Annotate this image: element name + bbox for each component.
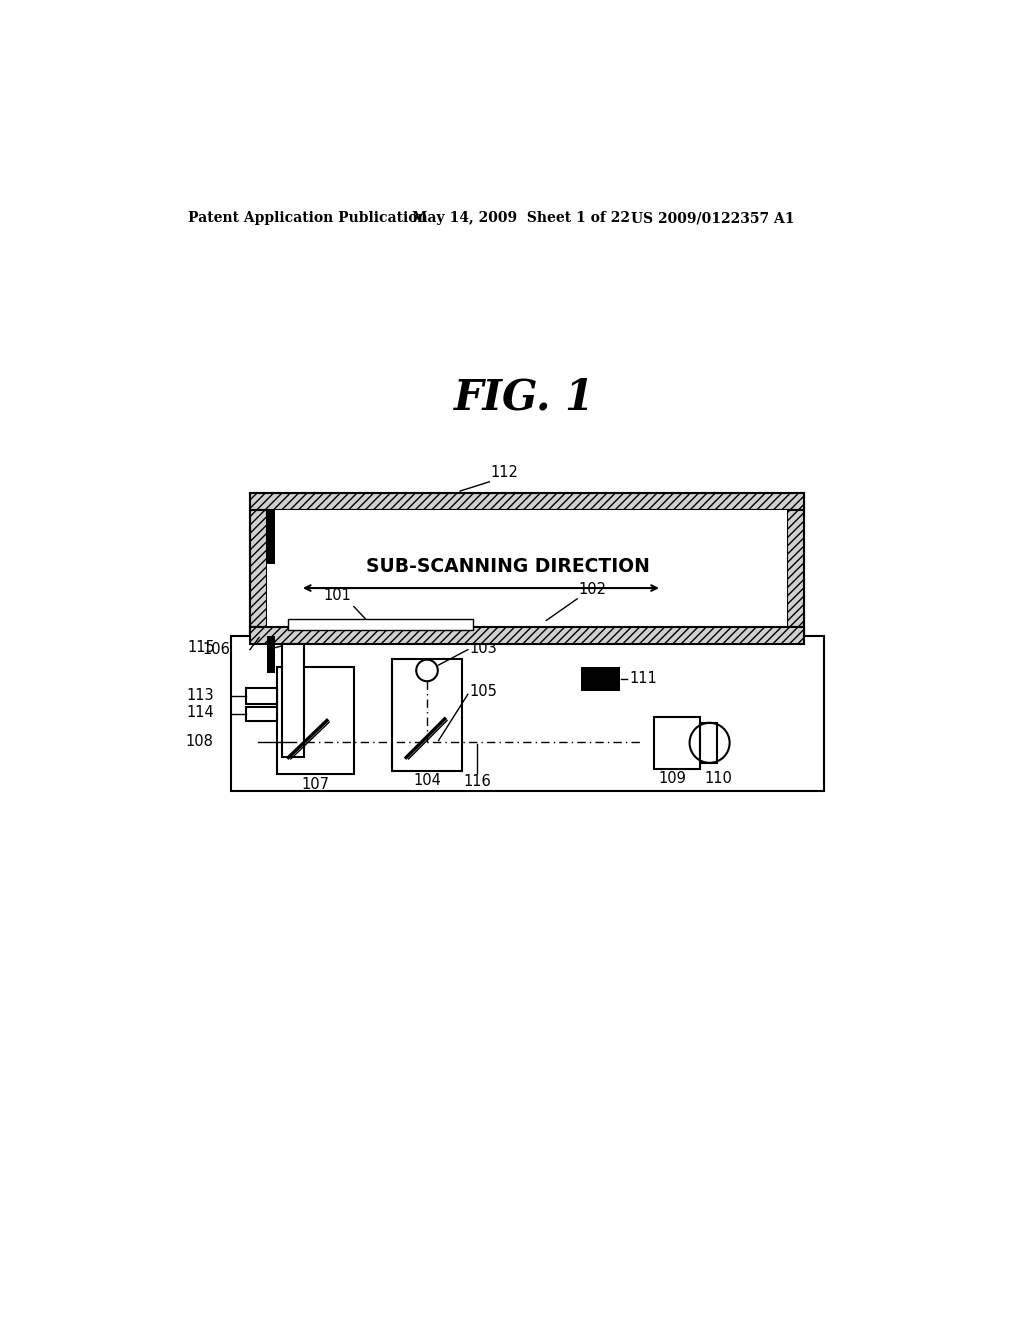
- Text: Patent Application Publication: Patent Application Publication: [188, 211, 428, 226]
- Bar: [700, 723, 717, 763]
- Text: 111: 111: [630, 671, 657, 685]
- Bar: [276, 667, 354, 775]
- Text: 107: 107: [301, 776, 330, 792]
- Text: 115: 115: [187, 640, 215, 655]
- Bar: [246, 688, 276, 704]
- Text: 112: 112: [490, 465, 519, 480]
- Text: US 2009/0122357 A1: US 2009/0122357 A1: [631, 211, 795, 226]
- Bar: [246, 706, 276, 721]
- Text: 105: 105: [469, 684, 498, 698]
- Bar: [392, 659, 462, 771]
- Bar: [283, 644, 304, 758]
- Text: 106: 106: [203, 642, 230, 657]
- Bar: [267, 636, 274, 673]
- Text: 110: 110: [705, 771, 732, 785]
- Text: 109: 109: [658, 771, 686, 785]
- Bar: [250, 511, 267, 627]
- Text: SUB-SCANNING DIRECTION: SUB-SCANNING DIRECTION: [366, 557, 650, 576]
- Text: FIG. 1: FIG. 1: [455, 376, 595, 418]
- Bar: [787, 511, 804, 627]
- Bar: [250, 627, 804, 644]
- Bar: [230, 636, 823, 791]
- Text: 102: 102: [579, 582, 606, 597]
- Text: 108: 108: [185, 734, 214, 748]
- Bar: [654, 717, 700, 770]
- Bar: [250, 494, 804, 636]
- Bar: [267, 511, 274, 564]
- Bar: [250, 494, 804, 511]
- Text: 114: 114: [186, 705, 214, 721]
- Text: 101: 101: [324, 589, 351, 603]
- Text: 103: 103: [469, 640, 497, 656]
- Bar: [267, 511, 787, 627]
- Text: 104: 104: [413, 774, 441, 788]
- Bar: [581, 667, 620, 692]
- Text: May 14, 2009  Sheet 1 of 22: May 14, 2009 Sheet 1 of 22: [412, 211, 630, 226]
- Text: 113: 113: [186, 688, 214, 702]
- Text: 116: 116: [463, 775, 490, 789]
- Bar: [250, 627, 804, 636]
- Bar: [289, 619, 473, 630]
